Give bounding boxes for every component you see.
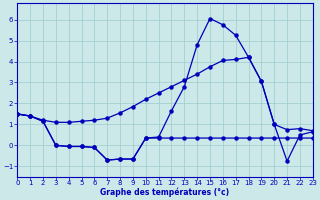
- X-axis label: Graphe des températures (°c): Graphe des températures (°c): [100, 188, 230, 197]
